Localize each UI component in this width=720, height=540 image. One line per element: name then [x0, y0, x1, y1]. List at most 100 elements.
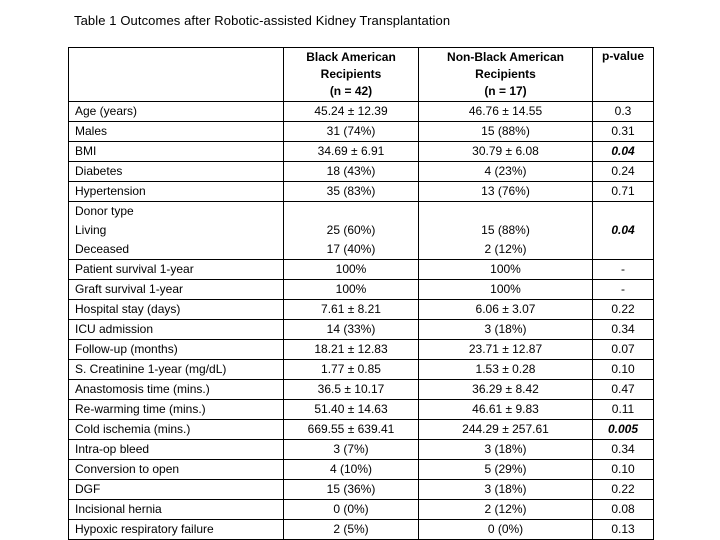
- p-value: 0.47: [592, 379, 654, 400]
- p-value: 0.11: [592, 399, 654, 420]
- p-value: 0.3: [592, 101, 654, 122]
- table-row: Age (years) 45.24 ± 12.39 46.76 ± 14.55 0.3: [68, 101, 654, 122]
- column-header-empty: [68, 47, 284, 102]
- non-black-american-value: 4 (23%): [418, 161, 593, 182]
- non-black-american-value: 15 (88%): [418, 121, 593, 142]
- black-american-value: 31 (74%): [283, 121, 419, 142]
- row-label: Intra-op bleed: [68, 439, 284, 460]
- row-label: Donor type Living Deceased: [68, 201, 284, 260]
- row-label: Diabetes: [68, 161, 284, 182]
- black-american-value: 0 (0%): [283, 499, 419, 520]
- table-header: Black American Recipients (n = 42) Non-B…: [68, 47, 654, 102]
- p-value: 0.13: [592, 519, 654, 540]
- p-value: 0.04: [592, 201, 654, 260]
- table-row: S. Creatinine 1-year (mg/dL) 1.77 ± 0.85 1…: [68, 359, 654, 380]
- table-row: Donor type Living Deceased 25 (60%) 17 (40%…: [68, 201, 654, 260]
- p-value: 0.005: [592, 419, 654, 440]
- row-label: S. Creatinine 1-year (mg/dL): [68, 359, 284, 380]
- black-american-value: 15 (36%): [283, 479, 419, 500]
- black-american-value: 100%: [283, 259, 419, 280]
- p-value: 0.10: [592, 459, 654, 480]
- black-american-value-line: 17 (40%): [326, 242, 376, 256]
- column-header-line: Recipients: [320, 67, 382, 81]
- black-american-value: 35 (83%): [283, 181, 419, 202]
- table-row: Graft survival 1-year 100% 100% -: [68, 279, 654, 300]
- row-label: ICU admission: [68, 319, 284, 340]
- table-row: Intra-op bleed 3 (7%) 3 (18%) 0.34: [68, 439, 654, 460]
- row-label: Re-warming time (mins.): [68, 399, 284, 420]
- p-value: 0.08: [592, 499, 654, 520]
- row-label: Follow-up (months): [68, 339, 284, 360]
- p-value: 0.07: [592, 339, 654, 360]
- column-header-pvalue: p-value: [592, 47, 654, 102]
- table-row: Incisional hernia 0 (0%) 2 (12%) 0.08: [68, 499, 654, 520]
- non-black-american-value-line: 15 (88%): [481, 223, 530, 237]
- row-label: Anastomosis time (mins.): [68, 379, 284, 400]
- black-american-value: 51.40 ± 14.63: [283, 399, 419, 420]
- column-header-non-black-american: Non-Black American Recipients (n = 17): [418, 47, 593, 102]
- black-american-value: 669.55 ± 639.41: [283, 419, 419, 440]
- table-row: Patient survival 1-year 100% 100% -: [68, 259, 654, 280]
- row-label: Males: [68, 121, 284, 142]
- table-row: DGF 15 (36%) 3 (18%) 0.22: [68, 479, 654, 500]
- table-body: Age (years) 45.24 ± 12.39 46.76 ± 14.55 0.3…: [68, 101, 654, 540]
- non-black-american-value: 244.29 ± 257.61: [418, 419, 593, 440]
- row-label: Hypertension: [68, 181, 284, 202]
- non-black-american-value: 6.06 ± 3.07: [418, 299, 593, 320]
- table-row: Hypertension 35 (83%) 13 (76%) 0.71: [68, 181, 654, 202]
- black-american-value: 36.5 ± 10.17: [283, 379, 419, 400]
- black-american-value: 3 (7%): [283, 439, 419, 460]
- p-value: 0.31: [592, 121, 654, 142]
- table-container: Black American Recipients (n = 42) Non-B…: [68, 47, 654, 540]
- black-american-value: 100%: [283, 279, 419, 300]
- non-black-american-value: 100%: [418, 279, 593, 300]
- column-header-line: (n = 42): [329, 84, 373, 98]
- black-american-value: 34.69 ± 6.91: [283, 141, 419, 162]
- black-american-value: 7.61 ± 8.21: [283, 299, 419, 320]
- non-black-american-value: 3 (18%): [418, 319, 593, 340]
- outcomes-table: Black American Recipients (n = 42) Non-B…: [68, 47, 654, 540]
- non-black-american-value: 3 (18%): [418, 439, 593, 460]
- non-black-american-value: 36.29 ± 8.42: [418, 379, 593, 400]
- p-value: 0.71: [592, 181, 654, 202]
- table-row: Conversion to open 4 (10%) 5 (29%) 0.10: [68, 459, 654, 480]
- non-black-american-value: 13 (76%): [418, 181, 593, 202]
- black-american-value-line: [287, 203, 415, 222]
- column-header-line: (n = 17): [484, 84, 527, 98]
- p-value: -: [592, 259, 654, 280]
- header-row: Black American Recipients (n = 42) Non-B…: [68, 47, 654, 102]
- row-label: Hypoxic respiratory failure: [68, 519, 284, 540]
- table-row: Diabetes 18 (43%) 4 (23%) 0.24: [68, 161, 654, 182]
- column-header-line: Black American: [306, 50, 396, 64]
- row-label: BMI: [68, 141, 284, 162]
- non-black-american-value: 46.76 ± 14.55: [418, 101, 593, 122]
- non-black-american-value: 0 (0%): [418, 519, 593, 540]
- row-label: Conversion to open: [68, 459, 284, 480]
- black-american-value: 2 (5%): [283, 519, 419, 540]
- black-american-value: 25 (60%) 17 (40%): [283, 201, 419, 260]
- black-american-value: 18.21 ± 12.83: [283, 339, 419, 360]
- column-header-line: Recipients: [475, 67, 536, 81]
- p-value: 0.04: [592, 141, 654, 162]
- column-header-line: Non-Black American: [447, 50, 564, 64]
- table-row: Re-warming time (mins.) 51.40 ± 14.63 46.6…: [68, 399, 654, 420]
- row-label: Graft survival 1-year: [68, 279, 284, 300]
- non-black-american-value: 1.53 ± 0.28: [418, 359, 593, 380]
- black-american-value: 1.77 ± 0.85: [283, 359, 419, 380]
- table-row: Cold ischemia (mins.) 669.55 ± 639.41 244.…: [68, 419, 654, 440]
- black-american-value: 14 (33%): [283, 319, 419, 340]
- column-header-black-american: Black American Recipients (n = 42): [283, 47, 419, 102]
- non-black-american-value-line: 2 (12%): [484, 242, 527, 256]
- p-value: 0.24: [592, 161, 654, 182]
- row-label: Cold ischemia (mins.): [68, 419, 284, 440]
- p-value: 0.34: [592, 439, 654, 460]
- non-black-american-value: 30.79 ± 6.08: [418, 141, 593, 162]
- non-black-american-value: 2 (12%): [418, 499, 593, 520]
- black-american-value-line: 25 (60%): [326, 223, 376, 237]
- p-value: 0.22: [592, 299, 654, 320]
- non-black-american-value: 15 (88%) 2 (12%): [418, 201, 593, 260]
- row-label: Patient survival 1-year: [68, 259, 284, 280]
- table-row: BMI 34.69 ± 6.91 30.79 ± 6.08 0.04: [68, 141, 654, 162]
- row-label: Age (years): [68, 101, 284, 122]
